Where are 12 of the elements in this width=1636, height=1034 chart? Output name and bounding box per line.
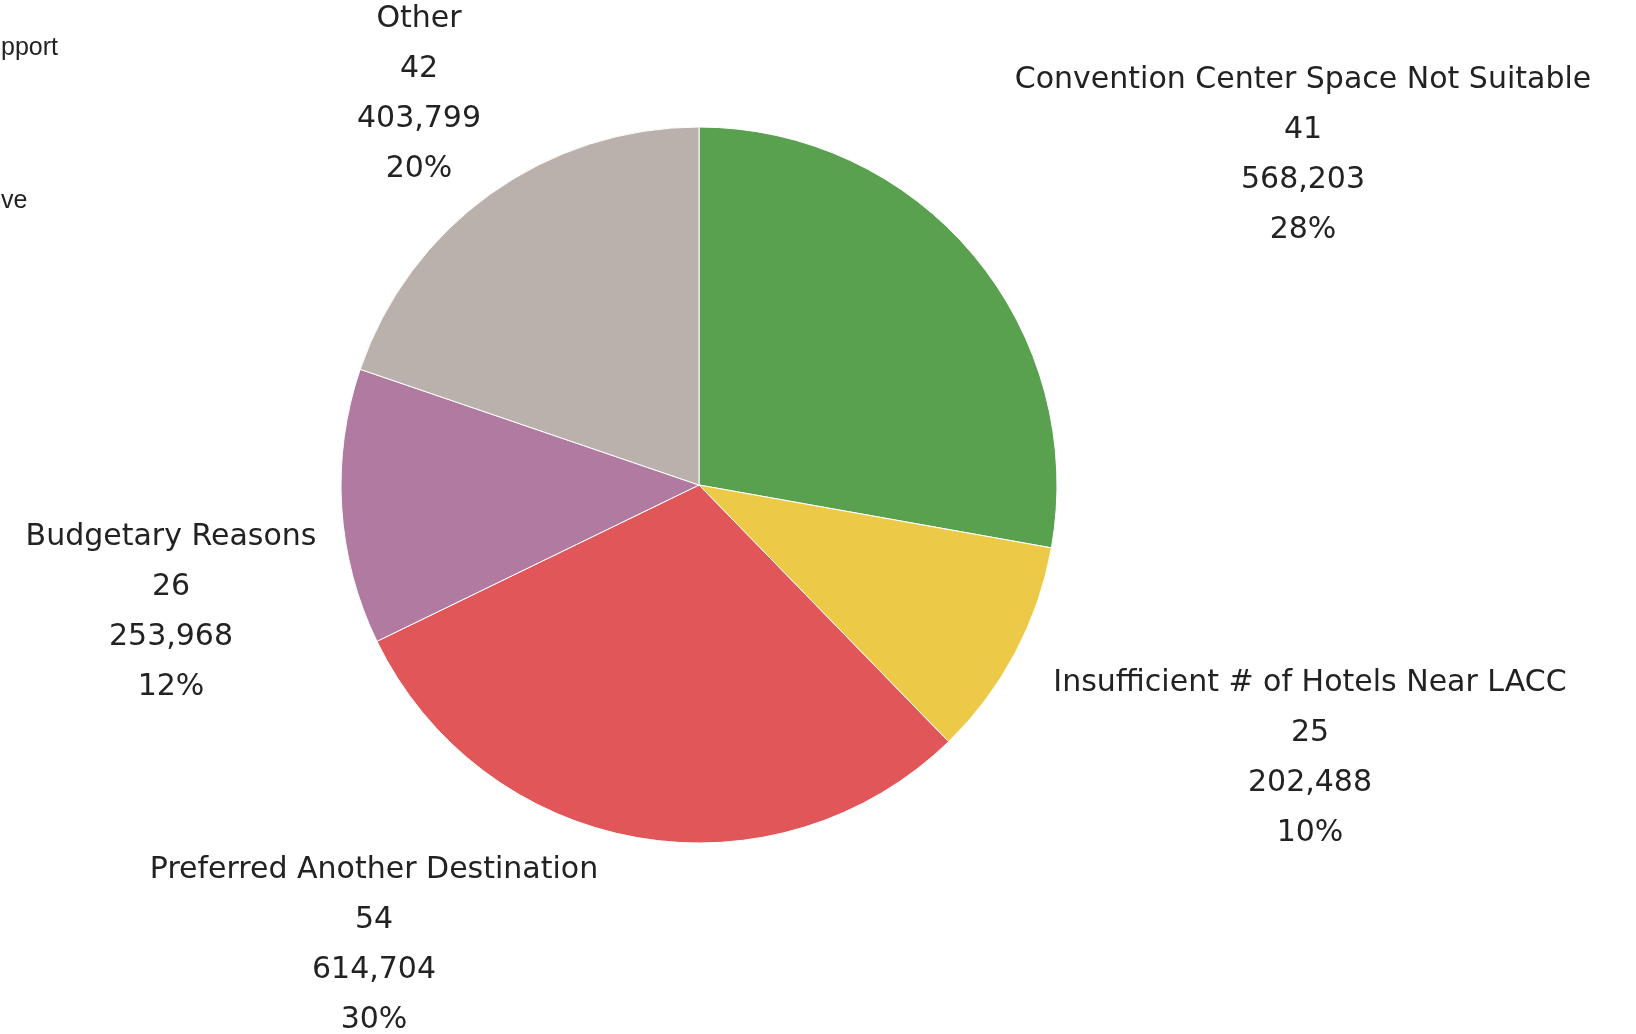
data-label: 42 403,799 20% [356,49,482,184]
slice-label: Convention Center Space Not Suitable [1014,60,1592,95]
slice-label: Preferred Another Destination [149,850,599,885]
data-label: 41 568,203 28% [1240,110,1366,245]
data-label: 25 202,488 10% [1247,713,1373,848]
data-label: 26 253,968 12% [108,567,234,702]
slice-label: Other [376,0,463,34]
text: ve [1,185,28,213]
data-label: 54 614,704 30% [311,900,437,1034]
slice-label: Insufficient # of Hotels Near LACC [1053,663,1567,698]
slice-label: Budgetary Reasons [25,517,317,552]
text: pport [1,32,59,60]
